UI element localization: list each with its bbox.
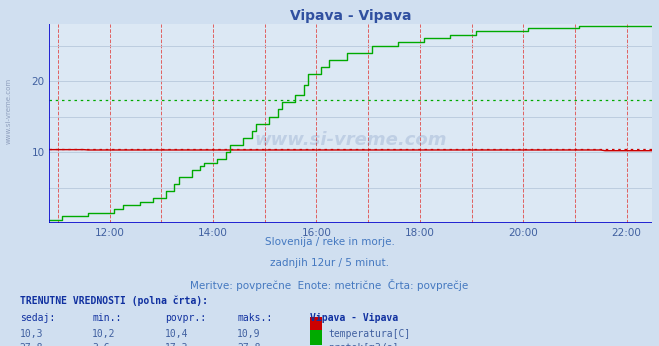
Text: povpr.:: povpr.: — [165, 313, 206, 323]
Text: maks.:: maks.: — [237, 313, 272, 323]
Text: TRENUTNE VREDNOSTI (polna črta):: TRENUTNE VREDNOSTI (polna črta): — [20, 296, 208, 306]
Text: 17,3: 17,3 — [165, 343, 188, 346]
Text: 10,2: 10,2 — [92, 329, 116, 339]
Text: zadnjih 12ur / 5 minut.: zadnjih 12ur / 5 minut. — [270, 258, 389, 268]
Title: Vipava - Vipava: Vipava - Vipava — [290, 9, 412, 23]
Text: 3,6: 3,6 — [92, 343, 110, 346]
Text: 27,8: 27,8 — [237, 343, 261, 346]
Text: temperatura[C]: temperatura[C] — [328, 329, 411, 339]
Text: 10,9: 10,9 — [237, 329, 261, 339]
Text: www.si-vreme.com: www.si-vreme.com — [254, 130, 447, 149]
Text: sedaj:: sedaj: — [20, 313, 55, 323]
Text: Meritve: povprečne  Enote: metrične  Črta: povprečje: Meritve: povprečne Enote: metrične Črta:… — [190, 279, 469, 291]
Text: 10,4: 10,4 — [165, 329, 188, 339]
Text: 10,3: 10,3 — [20, 329, 43, 339]
Text: pretok[m3/s]: pretok[m3/s] — [328, 343, 399, 346]
Text: www.si-vreme.com: www.si-vreme.com — [5, 78, 11, 144]
Text: Slovenija / reke in morje.: Slovenija / reke in morje. — [264, 237, 395, 247]
Text: min.:: min.: — [92, 313, 122, 323]
Text: Vipava - Vipava: Vipava - Vipava — [310, 313, 398, 323]
Text: 27,8: 27,8 — [20, 343, 43, 346]
